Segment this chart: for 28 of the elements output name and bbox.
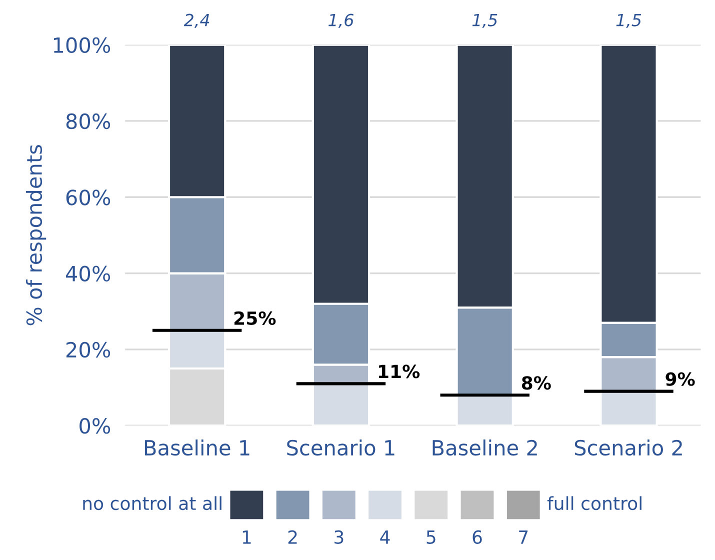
y-tick-label: 60% xyxy=(66,190,110,206)
x-tick-label: Baseline 2 xyxy=(432,439,537,456)
legend-label: 3 xyxy=(334,530,344,544)
legend-label: 1 xyxy=(242,530,251,544)
y-tick-label: 40% xyxy=(66,266,110,282)
legend-label: 6 xyxy=(472,530,482,544)
x-tick-label: Baseline 1 xyxy=(145,439,250,456)
y-tick-label: 20% xyxy=(66,342,110,358)
y-axis-title: % of respondents xyxy=(26,145,46,326)
text: 1,6 xyxy=(328,14,354,28)
x-tick-label: Scenario 1 xyxy=(287,439,394,456)
text: 1,5 xyxy=(472,14,498,28)
annotation: 8% xyxy=(522,376,551,390)
annotation: 9% xyxy=(666,372,695,386)
y-tick-label: 0% xyxy=(80,418,110,434)
legend-label: 5 xyxy=(426,530,436,544)
legend-label: 4 xyxy=(380,530,390,544)
legend-label: 2 xyxy=(288,530,297,544)
text: no control at all xyxy=(83,496,222,510)
legend-label: 7 xyxy=(519,530,528,544)
y-tick-label: 80% xyxy=(66,113,110,130)
annotation: 25% xyxy=(234,311,276,325)
text: 1,5 xyxy=(616,14,642,28)
x-tick-label: Scenario 2 xyxy=(574,439,682,456)
text: full control xyxy=(547,496,642,510)
annotation: 11% xyxy=(378,364,420,378)
text: 2,4 xyxy=(184,14,210,28)
y-tick-label: 100% xyxy=(54,37,110,54)
